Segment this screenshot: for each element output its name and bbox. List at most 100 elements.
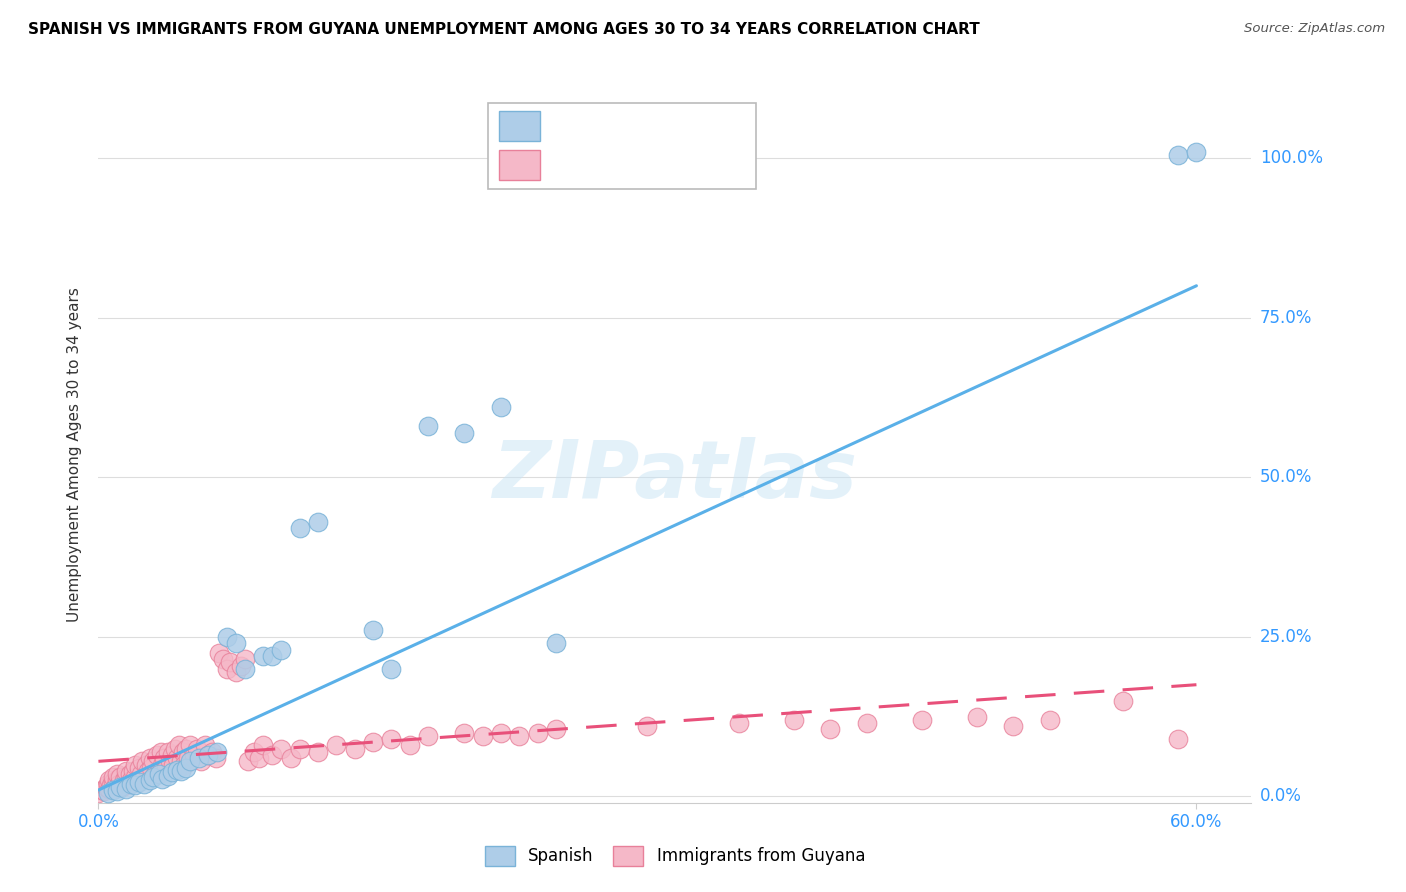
Text: 50.0%: 50.0% <box>1260 468 1312 486</box>
Point <box>471 729 494 743</box>
Point <box>1002 719 1025 733</box>
Point <box>416 419 439 434</box>
Point <box>856 716 879 731</box>
Point <box>142 754 165 768</box>
Point <box>193 739 215 753</box>
Point <box>98 781 121 796</box>
Point <box>136 764 159 778</box>
Point <box>131 754 153 768</box>
Point <box>129 767 152 781</box>
Text: 101: 101 <box>688 155 725 174</box>
Point <box>966 709 988 723</box>
Point <box>156 745 179 759</box>
Point <box>97 786 120 800</box>
Point <box>416 729 439 743</box>
Point <box>172 745 194 759</box>
Point <box>179 754 201 768</box>
Point <box>117 777 139 791</box>
Point <box>783 713 806 727</box>
Point <box>208 646 231 660</box>
Bar <box>499 150 540 179</box>
Text: 0.0%: 0.0% <box>1260 788 1302 805</box>
Point <box>636 719 658 733</box>
Point <box>160 747 183 762</box>
Point <box>262 747 284 762</box>
Text: 0.173: 0.173 <box>595 155 651 174</box>
Text: N =: N = <box>650 155 689 174</box>
Point <box>325 739 347 753</box>
Point <box>526 725 548 739</box>
Point <box>101 775 124 789</box>
Point <box>1112 694 1135 708</box>
Point <box>111 780 134 794</box>
Point <box>197 747 219 762</box>
Point <box>128 775 150 789</box>
Point <box>162 757 184 772</box>
Point <box>98 773 121 788</box>
Point <box>142 770 165 784</box>
Point <box>212 652 235 666</box>
Point <box>262 648 284 663</box>
Text: SPANISH VS IMMIGRANTS FROM GUYANA UNEMPLOYMENT AMONG AGES 30 TO 34 YEARS CORRELA: SPANISH VS IMMIGRANTS FROM GUYANA UNEMPL… <box>28 22 980 37</box>
Point <box>190 754 212 768</box>
Point <box>307 515 329 529</box>
Point <box>489 725 512 739</box>
Point <box>186 741 208 756</box>
Point <box>146 747 169 762</box>
Point <box>118 767 141 781</box>
Point <box>152 772 174 786</box>
Y-axis label: Unemployment Among Ages 30 to 34 years: Unemployment Among Ages 30 to 34 years <box>67 287 83 623</box>
Point <box>728 716 751 731</box>
Point <box>122 764 145 778</box>
Point <box>173 757 195 772</box>
Point <box>153 751 176 765</box>
Point <box>489 400 512 414</box>
Point <box>233 662 256 676</box>
Point <box>307 745 329 759</box>
Point <box>201 745 224 759</box>
Point <box>174 761 197 775</box>
Point <box>93 784 115 798</box>
Point <box>288 741 311 756</box>
Point <box>124 778 146 792</box>
FancyBboxPatch shape <box>488 103 756 189</box>
Point <box>166 751 188 765</box>
Point <box>156 769 179 783</box>
Point <box>101 783 124 797</box>
Text: R =: R = <box>554 117 592 136</box>
Point <box>252 739 274 753</box>
Point <box>107 777 129 791</box>
Point <box>270 642 292 657</box>
Point <box>166 763 188 777</box>
Point <box>138 773 160 788</box>
Point <box>231 658 253 673</box>
Point <box>104 780 127 794</box>
Point <box>105 767 128 781</box>
Point <box>120 773 142 788</box>
Point <box>165 741 187 756</box>
Point <box>820 723 842 737</box>
Point <box>170 754 193 768</box>
Point <box>183 747 205 762</box>
Point <box>288 521 311 535</box>
Point <box>343 741 366 756</box>
Point <box>149 745 172 759</box>
Point <box>252 648 274 663</box>
Point <box>544 636 567 650</box>
Point <box>100 778 122 792</box>
Text: 100.0%: 100.0% <box>1260 149 1323 167</box>
Point <box>135 757 157 772</box>
Point <box>110 780 132 794</box>
Point <box>243 745 266 759</box>
Point <box>155 761 177 775</box>
Point <box>1039 713 1062 727</box>
Point <box>124 757 146 772</box>
Point <box>120 777 142 791</box>
Point <box>215 630 238 644</box>
Point <box>134 770 156 784</box>
Point <box>159 754 181 768</box>
Point <box>1185 145 1208 159</box>
Point <box>270 741 292 756</box>
Point <box>215 662 238 676</box>
Text: R =: R = <box>554 155 592 174</box>
